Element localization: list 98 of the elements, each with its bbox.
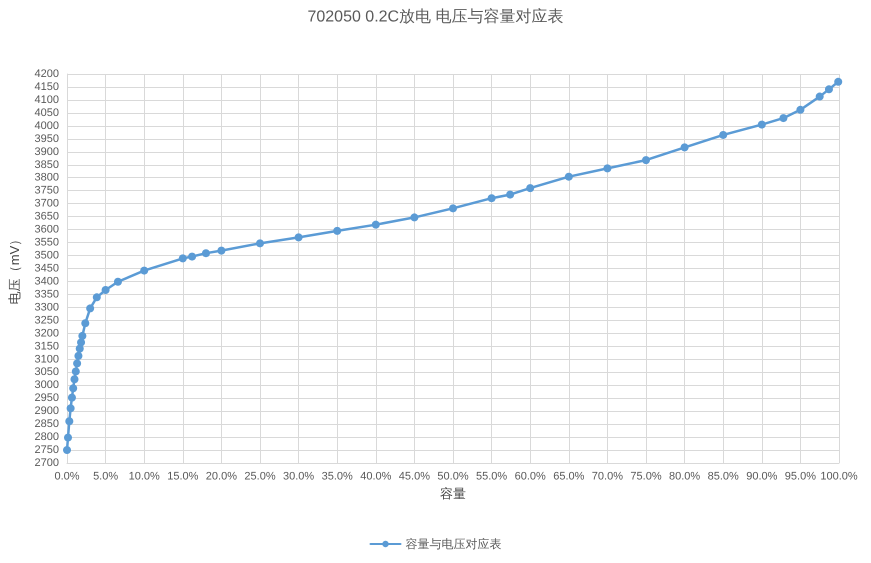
x-tick-label: 45.0%	[398, 470, 430, 482]
x-tick-label: 80.0%	[669, 470, 700, 482]
x-tick-label: 75.0%	[630, 470, 662, 482]
y-tick-label: 2900	[34, 405, 59, 418]
point	[114, 278, 122, 286]
x-axis-title: 容量	[440, 486, 466, 501]
point	[564, 172, 573, 181]
point	[796, 106, 804, 114]
point	[202, 249, 210, 258]
y-tick-label: 2750	[34, 444, 59, 456]
point	[256, 239, 264, 248]
y-tick-label: 3400	[34, 275, 59, 288]
point	[77, 338, 86, 346]
y-tick-label: 2800	[34, 431, 59, 444]
point	[92, 293, 101, 302]
x-tick-label: 5.0%	[93, 470, 118, 482]
point	[526, 184, 534, 192]
point	[217, 246, 226, 255]
point	[680, 143, 689, 152]
point	[372, 220, 380, 229]
x-tick-label: 20.0%	[206, 470, 238, 482]
point	[603, 164, 612, 172]
y-tick-label: 3750	[34, 184, 59, 197]
x-tick-label: 25.0%	[244, 470, 276, 482]
y-tick-label: 4150	[34, 80, 59, 93]
point	[140, 266, 148, 275]
point	[63, 446, 71, 454]
y-tick-label: 3050	[34, 366, 59, 378]
x-tick-label: 70.0%	[592, 470, 624, 482]
point	[65, 417, 74, 426]
chart-title: 702050 0.2C放电 电压与容量对应表	[307, 8, 564, 26]
y-tick-label: 4100	[34, 94, 59, 106]
y-tick-label: 3900	[34, 146, 59, 158]
y-tick-label: 2700	[34, 457, 59, 469]
y-tick-label: 4000	[34, 120, 59, 132]
y-tick-label: 4050	[34, 106, 59, 119]
point	[834, 78, 842, 86]
point	[68, 394, 76, 402]
x-tick-label: 90.0%	[746, 470, 778, 482]
x-tick-label: 50.0%	[437, 470, 469, 482]
y-tick-label: 3450	[34, 262, 59, 274]
y-tick-label: 4200	[34, 68, 59, 80]
y-tick-label: 3850	[34, 158, 59, 171]
x-tick-label: 95.0%	[784, 470, 816, 482]
point	[816, 92, 824, 101]
y-tick-label: 3550	[34, 236, 59, 249]
point	[81, 319, 90, 328]
point	[64, 434, 72, 442]
x-tick-label: 0.0%	[54, 470, 80, 482]
y-tick-label: 3200	[34, 327, 59, 340]
x-tick-label: 30.0%	[283, 470, 314, 482]
x-tick-label: 100.0%	[820, 470, 858, 482]
point	[74, 352, 82, 360]
legend-label: 容量与电压对应表	[406, 537, 502, 551]
point	[719, 130, 728, 139]
y-tick-label: 3300	[34, 301, 59, 314]
x-tick-label: 60.0%	[514, 470, 546, 482]
x-tick-label: 35.0%	[322, 470, 354, 482]
x-tick-label: 15.0%	[167, 470, 199, 482]
y-tick-label: 3350	[34, 288, 59, 300]
point	[758, 120, 766, 129]
y-tick-label: 2950	[34, 392, 59, 404]
point	[178, 254, 187, 262]
y-tick-label: 3500	[34, 250, 59, 262]
x-tick-label: 85.0%	[708, 470, 740, 482]
y-tick-label: 3800	[34, 172, 59, 184]
y-tick-label: 3950	[34, 132, 59, 145]
point	[506, 190, 514, 199]
y-tick-label: 3100	[34, 353, 59, 366]
y-axis-title: 电压（mV）	[7, 232, 22, 304]
point	[333, 226, 342, 235]
point	[70, 375, 78, 384]
x-tick-label: 10.0%	[128, 470, 160, 482]
point	[410, 213, 418, 222]
x-tick-label: 55.0%	[476, 470, 508, 482]
point	[66, 404, 75, 412]
point	[102, 286, 110, 294]
point	[779, 114, 788, 122]
point	[188, 252, 196, 261]
point	[78, 332, 86, 340]
point	[488, 194, 496, 202]
point	[449, 204, 457, 212]
y-tick-label: 3250	[34, 314, 59, 326]
point	[72, 367, 80, 376]
y-tick-label: 3600	[34, 224, 59, 236]
y-tick-label: 3150	[34, 340, 59, 352]
y-tick-label: 3700	[34, 198, 59, 210]
y-tick-label: 3000	[34, 379, 59, 392]
x-tick-label: 65.0%	[553, 470, 585, 482]
point	[86, 304, 94, 312]
x-tick-label: 40.0%	[360, 470, 392, 482]
point	[642, 156, 650, 164]
point	[69, 384, 78, 392]
point	[73, 359, 82, 368]
point	[824, 85, 833, 94]
y-tick-label: 2850	[34, 418, 59, 430]
y-tick-label: 3650	[34, 210, 59, 223]
point	[294, 233, 303, 242]
